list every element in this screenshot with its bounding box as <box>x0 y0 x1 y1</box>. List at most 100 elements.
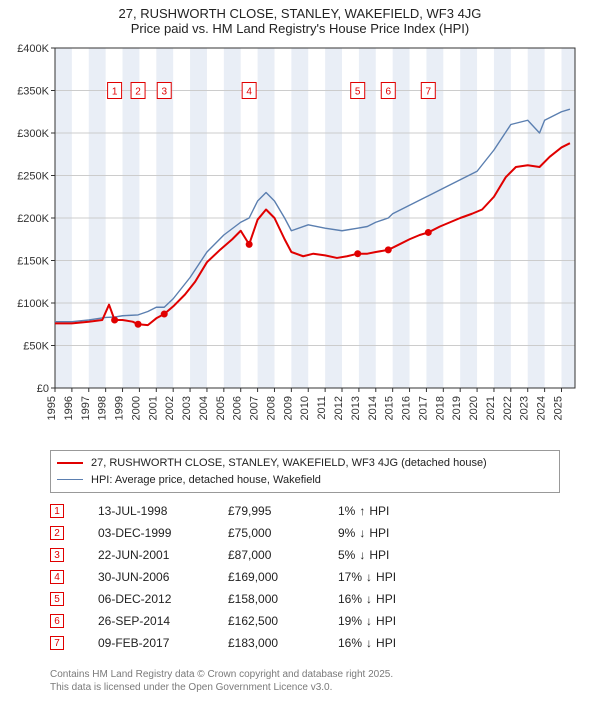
svg-text:2011: 2011 <box>316 396 328 420</box>
transactions-table: 1 13-JUL-1998£79,9951%↑HPI 2 03-DEC-1999£75… <box>50 500 560 654</box>
svg-text:2019: 2019 <box>451 396 463 420</box>
svg-text:1997: 1997 <box>80 396 92 420</box>
transaction-date: 09-FEB-2017 <box>98 636 228 650</box>
svg-text:4: 4 <box>246 87 252 98</box>
svg-text:2009: 2009 <box>282 396 294 420</box>
svg-text:7: 7 <box>426 87 432 98</box>
transaction-price: £158,000 <box>228 592 338 606</box>
transaction-delta: 9%↓HPI <box>338 526 438 540</box>
svg-text:2001: 2001 <box>147 396 159 420</box>
chart-title-line2: Price paid vs. HM Land Registry's House … <box>0 21 600 36</box>
transaction-marker: 5 <box>50 592 64 606</box>
transaction-delta: 17%↓HPI <box>338 570 438 584</box>
svg-text:2004: 2004 <box>198 396 210 420</box>
arrow-down-icon: ↓ <box>366 636 372 650</box>
transaction-marker: 4 <box>50 570 64 584</box>
arrow-up-icon: ↑ <box>359 504 365 518</box>
transaction-price: £183,000 <box>228 636 338 650</box>
svg-text:£50K: £50K <box>23 341 49 353</box>
transaction-date: 06-DEC-2012 <box>98 592 228 606</box>
transaction-delta: 19%↓HPI <box>338 614 438 628</box>
transaction-delta: 1%↑HPI <box>338 504 438 518</box>
svg-text:2020: 2020 <box>468 396 480 420</box>
svg-text:2012: 2012 <box>333 396 345 420</box>
svg-text:5: 5 <box>355 87 361 98</box>
svg-text:6: 6 <box>385 87 391 98</box>
footer: Contains HM Land Registry data © Crown c… <box>50 668 393 694</box>
svg-text:2005: 2005 <box>215 396 227 420</box>
transaction-date: 22-JUN-2001 <box>98 548 228 562</box>
transaction-date: 30-JUN-2006 <box>98 570 228 584</box>
arrow-down-icon: ↓ <box>366 592 372 606</box>
svg-text:3: 3 <box>161 87 167 98</box>
svg-text:2023: 2023 <box>519 396 531 420</box>
transaction-row: 4 30-JUN-2006£169,00017%↓HPI <box>50 566 560 588</box>
svg-text:£0: £0 <box>37 383 49 395</box>
transaction-price: £162,500 <box>228 614 338 628</box>
transaction-row: 2 03-DEC-1999£75,0009%↓HPI <box>50 522 560 544</box>
svg-text:2018: 2018 <box>434 396 446 420</box>
transaction-marker: 7 <box>50 636 64 650</box>
transaction-date: 03-DEC-1999 <box>98 526 228 540</box>
svg-text:2008: 2008 <box>265 396 277 420</box>
legend: 27, RUSHWORTH CLOSE, STANLEY, WAKEFIELD,… <box>50 450 560 493</box>
transaction-delta: 5%↓HPI <box>338 548 438 562</box>
footer-line1: Contains HM Land Registry data © Crown c… <box>50 668 393 681</box>
svg-text:2002: 2002 <box>164 396 176 420</box>
svg-text:2016: 2016 <box>401 396 413 420</box>
svg-text:1996: 1996 <box>63 396 75 420</box>
svg-text:2006: 2006 <box>232 396 244 420</box>
transaction-row: 1 13-JUL-1998£79,9951%↑HPI <box>50 500 560 522</box>
transaction-date: 13-JUL-1998 <box>98 504 228 518</box>
arrow-down-icon: ↓ <box>366 570 372 584</box>
svg-text:2022: 2022 <box>502 396 514 420</box>
arrow-down-icon: ↓ <box>359 526 365 540</box>
svg-text:£200K: £200K <box>17 213 49 225</box>
svg-text:2024: 2024 <box>536 396 548 420</box>
legend-item-hpi: HPI: Average price, detached house, Wake… <box>57 472 553 489</box>
svg-text:1998: 1998 <box>97 396 109 420</box>
transaction-marker: 3 <box>50 548 64 562</box>
svg-text:2013: 2013 <box>350 396 362 420</box>
transaction-marker: 2 <box>50 526 64 540</box>
svg-text:£350K: £350K <box>17 86 49 98</box>
svg-text:2003: 2003 <box>181 396 193 420</box>
transaction-price: £87,000 <box>228 548 338 562</box>
transaction-price: £75,000 <box>228 526 338 540</box>
svg-text:2021: 2021 <box>485 396 497 420</box>
transaction-marker: 1 <box>50 504 64 518</box>
legend-label-price-paid: 27, RUSHWORTH CLOSE, STANLEY, WAKEFIELD,… <box>91 455 487 472</box>
svg-text:£300K: £300K <box>17 128 49 140</box>
transaction-row: 5 06-DEC-2012£158,00016%↓HPI <box>50 588 560 610</box>
legend-swatch-hpi <box>57 479 83 480</box>
chart-title-line1: 27, RUSHWORTH CLOSE, STANLEY, WAKEFIELD,… <box>0 6 600 21</box>
chart: £0 £50K £100K £150K £200K £250K £300K £350K £400… <box>0 40 600 440</box>
transaction-price: £79,995 <box>228 504 338 518</box>
svg-text:2025: 2025 <box>552 396 564 420</box>
svg-text:2017: 2017 <box>417 396 429 420</box>
transaction-price: £169,000 <box>228 570 338 584</box>
arrow-down-icon: ↓ <box>366 614 372 628</box>
svg-text:1: 1 <box>112 87 118 98</box>
legend-item-price-paid: 27, RUSHWORTH CLOSE, STANLEY, WAKEFIELD,… <box>57 455 553 472</box>
svg-text:2010: 2010 <box>299 396 311 420</box>
svg-text:2000: 2000 <box>130 396 142 420</box>
svg-text:£100K: £100K <box>17 298 49 310</box>
transaction-marker: 6 <box>50 614 64 628</box>
svg-text:1999: 1999 <box>114 396 126 420</box>
svg-text:2007: 2007 <box>249 396 261 420</box>
transaction-date: 26-SEP-2014 <box>98 614 228 628</box>
svg-text:2: 2 <box>135 87 141 98</box>
transaction-row: 3 22-JUN-2001£87,0005%↓HPI <box>50 544 560 566</box>
transaction-row: 6 26-SEP-2014£162,50019%↓HPI <box>50 610 560 632</box>
svg-text:£400K: £400K <box>17 43 49 55</box>
svg-text:1995: 1995 <box>46 396 58 420</box>
svg-text:2015: 2015 <box>384 396 396 420</box>
svg-text:£250K: £250K <box>17 171 49 183</box>
transaction-row: 7 09-FEB-2017£183,00016%↓HPI <box>50 632 560 654</box>
transaction-delta: 16%↓HPI <box>338 592 438 606</box>
transaction-delta: 16%↓HPI <box>338 636 438 650</box>
arrow-down-icon: ↓ <box>359 548 365 562</box>
svg-text:£150K: £150K <box>17 256 49 268</box>
svg-text:2014: 2014 <box>367 396 379 420</box>
